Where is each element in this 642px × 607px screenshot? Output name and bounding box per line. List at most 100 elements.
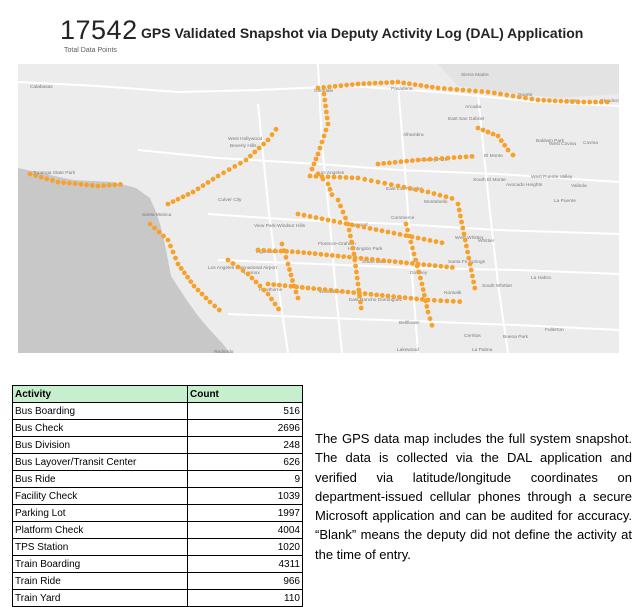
gps-point (412, 82, 418, 87)
gps-point (358, 299, 363, 305)
gps-point (354, 275, 360, 281)
gps-point (427, 156, 433, 162)
gps-point (101, 183, 106, 188)
map-place-label: Norwalk (444, 290, 462, 296)
gps-point (281, 248, 287, 254)
gps-point (491, 90, 497, 96)
map-place-label: Lennox (244, 270, 260, 276)
gps-point (455, 201, 461, 207)
gps-point (441, 86, 447, 91)
map-canvas[interactable]: Calabasas Glendale Pasadena Sierra Madre Arc… (18, 64, 619, 353)
gps-point (367, 81, 372, 86)
gps-point (407, 81, 412, 87)
gps-point (265, 291, 271, 297)
gps-point (391, 230, 397, 236)
map-place-label: East San Gabriel (448, 116, 484, 122)
gps-point (216, 307, 222, 313)
gps-point (354, 269, 359, 275)
activity-cell: TPS Station (12, 538, 188, 556)
activity-cell: Bus Boarding (12, 402, 188, 420)
gps-point (416, 269, 422, 275)
gps-point (419, 281, 425, 287)
map-place-label: South Gate (362, 259, 387, 265)
gps-point (207, 299, 213, 305)
gps-point (195, 186, 201, 192)
gps-point (516, 94, 522, 100)
gps-point (147, 221, 153, 227)
header-count: Count (187, 385, 303, 403)
activity-cell: Train Yard (12, 589, 188, 607)
gps-point (587, 99, 593, 105)
gps-point (312, 251, 318, 257)
gps-point (425, 189, 431, 195)
gps-point (78, 181, 84, 187)
gps-point (265, 137, 271, 143)
gps-point (435, 85, 441, 91)
gps-point (480, 127, 486, 133)
map-place-label: Fullerton (545, 327, 564, 333)
gps-point (319, 139, 325, 145)
gps-point (422, 292, 427, 298)
gps-point (387, 258, 392, 264)
gps-point (382, 180, 388, 186)
gps-point (458, 213, 463, 219)
gps-point (253, 279, 259, 285)
gps-point (276, 306, 281, 312)
gps-point (385, 293, 391, 299)
activity-cell: Bus Layover/Transit Center (12, 453, 188, 471)
gps-point (433, 156, 439, 162)
map-place-label: Duarte (518, 92, 533, 98)
gps-point (381, 161, 387, 166)
gps-point (479, 89, 485, 94)
gps-point (272, 301, 278, 307)
gps-map[interactable]: Calabasas Glendale Pasadena Sierra Madre Arc… (18, 64, 619, 353)
gps-point (252, 149, 258, 155)
gps-point (552, 98, 558, 104)
gps-point (457, 299, 463, 305)
gps-point (444, 298, 450, 304)
gps-point (373, 227, 379, 233)
gps-point (378, 80, 384, 86)
gps-point (295, 249, 301, 255)
gps-point (569, 99, 575, 105)
gps-point (424, 304, 430, 309)
gps-point (313, 156, 319, 162)
header-activity: Activity (12, 385, 188, 403)
gps-point (235, 264, 241, 270)
gps-point (329, 253, 335, 258)
gps-point (309, 166, 315, 172)
gps-point (355, 223, 361, 229)
count-cell: 966 (187, 572, 303, 590)
gps-point (361, 81, 367, 87)
gps-point (325, 121, 331, 127)
gps-point (287, 267, 292, 272)
gps-point (343, 175, 349, 180)
gps-point (413, 187, 419, 192)
gps-point (267, 248, 272, 254)
gps-point (385, 229, 391, 235)
gps-point (358, 305, 364, 311)
table-body: Bus Boarding 516 Bus Check 2696 Bus Division… (12, 402, 303, 607)
gps-point (414, 296, 419, 302)
gps-point (357, 290, 362, 296)
map-place-label: Alhambra (403, 132, 424, 138)
gps-point (456, 207, 462, 213)
count-cell: 248 (187, 436, 303, 454)
activity-cell: Train Ride (12, 572, 188, 590)
map-place-label: Hawthorne (259, 287, 283, 293)
gps-point (407, 186, 413, 191)
gps-point (320, 176, 326, 182)
gps-point (329, 192, 335, 198)
gps-point (523, 95, 528, 101)
gps-point (421, 262, 427, 267)
gps-point (221, 170, 227, 176)
gps-point (451, 155, 457, 160)
gps-point (355, 175, 361, 181)
gps-point (355, 81, 361, 87)
map-place-label: Baldwin Park (536, 138, 565, 144)
gps-point (389, 79, 395, 85)
gps-point (463, 154, 469, 160)
gps-point (291, 283, 297, 289)
gps-point (269, 132, 275, 138)
map-place-label: Inglewood (256, 249, 278, 255)
